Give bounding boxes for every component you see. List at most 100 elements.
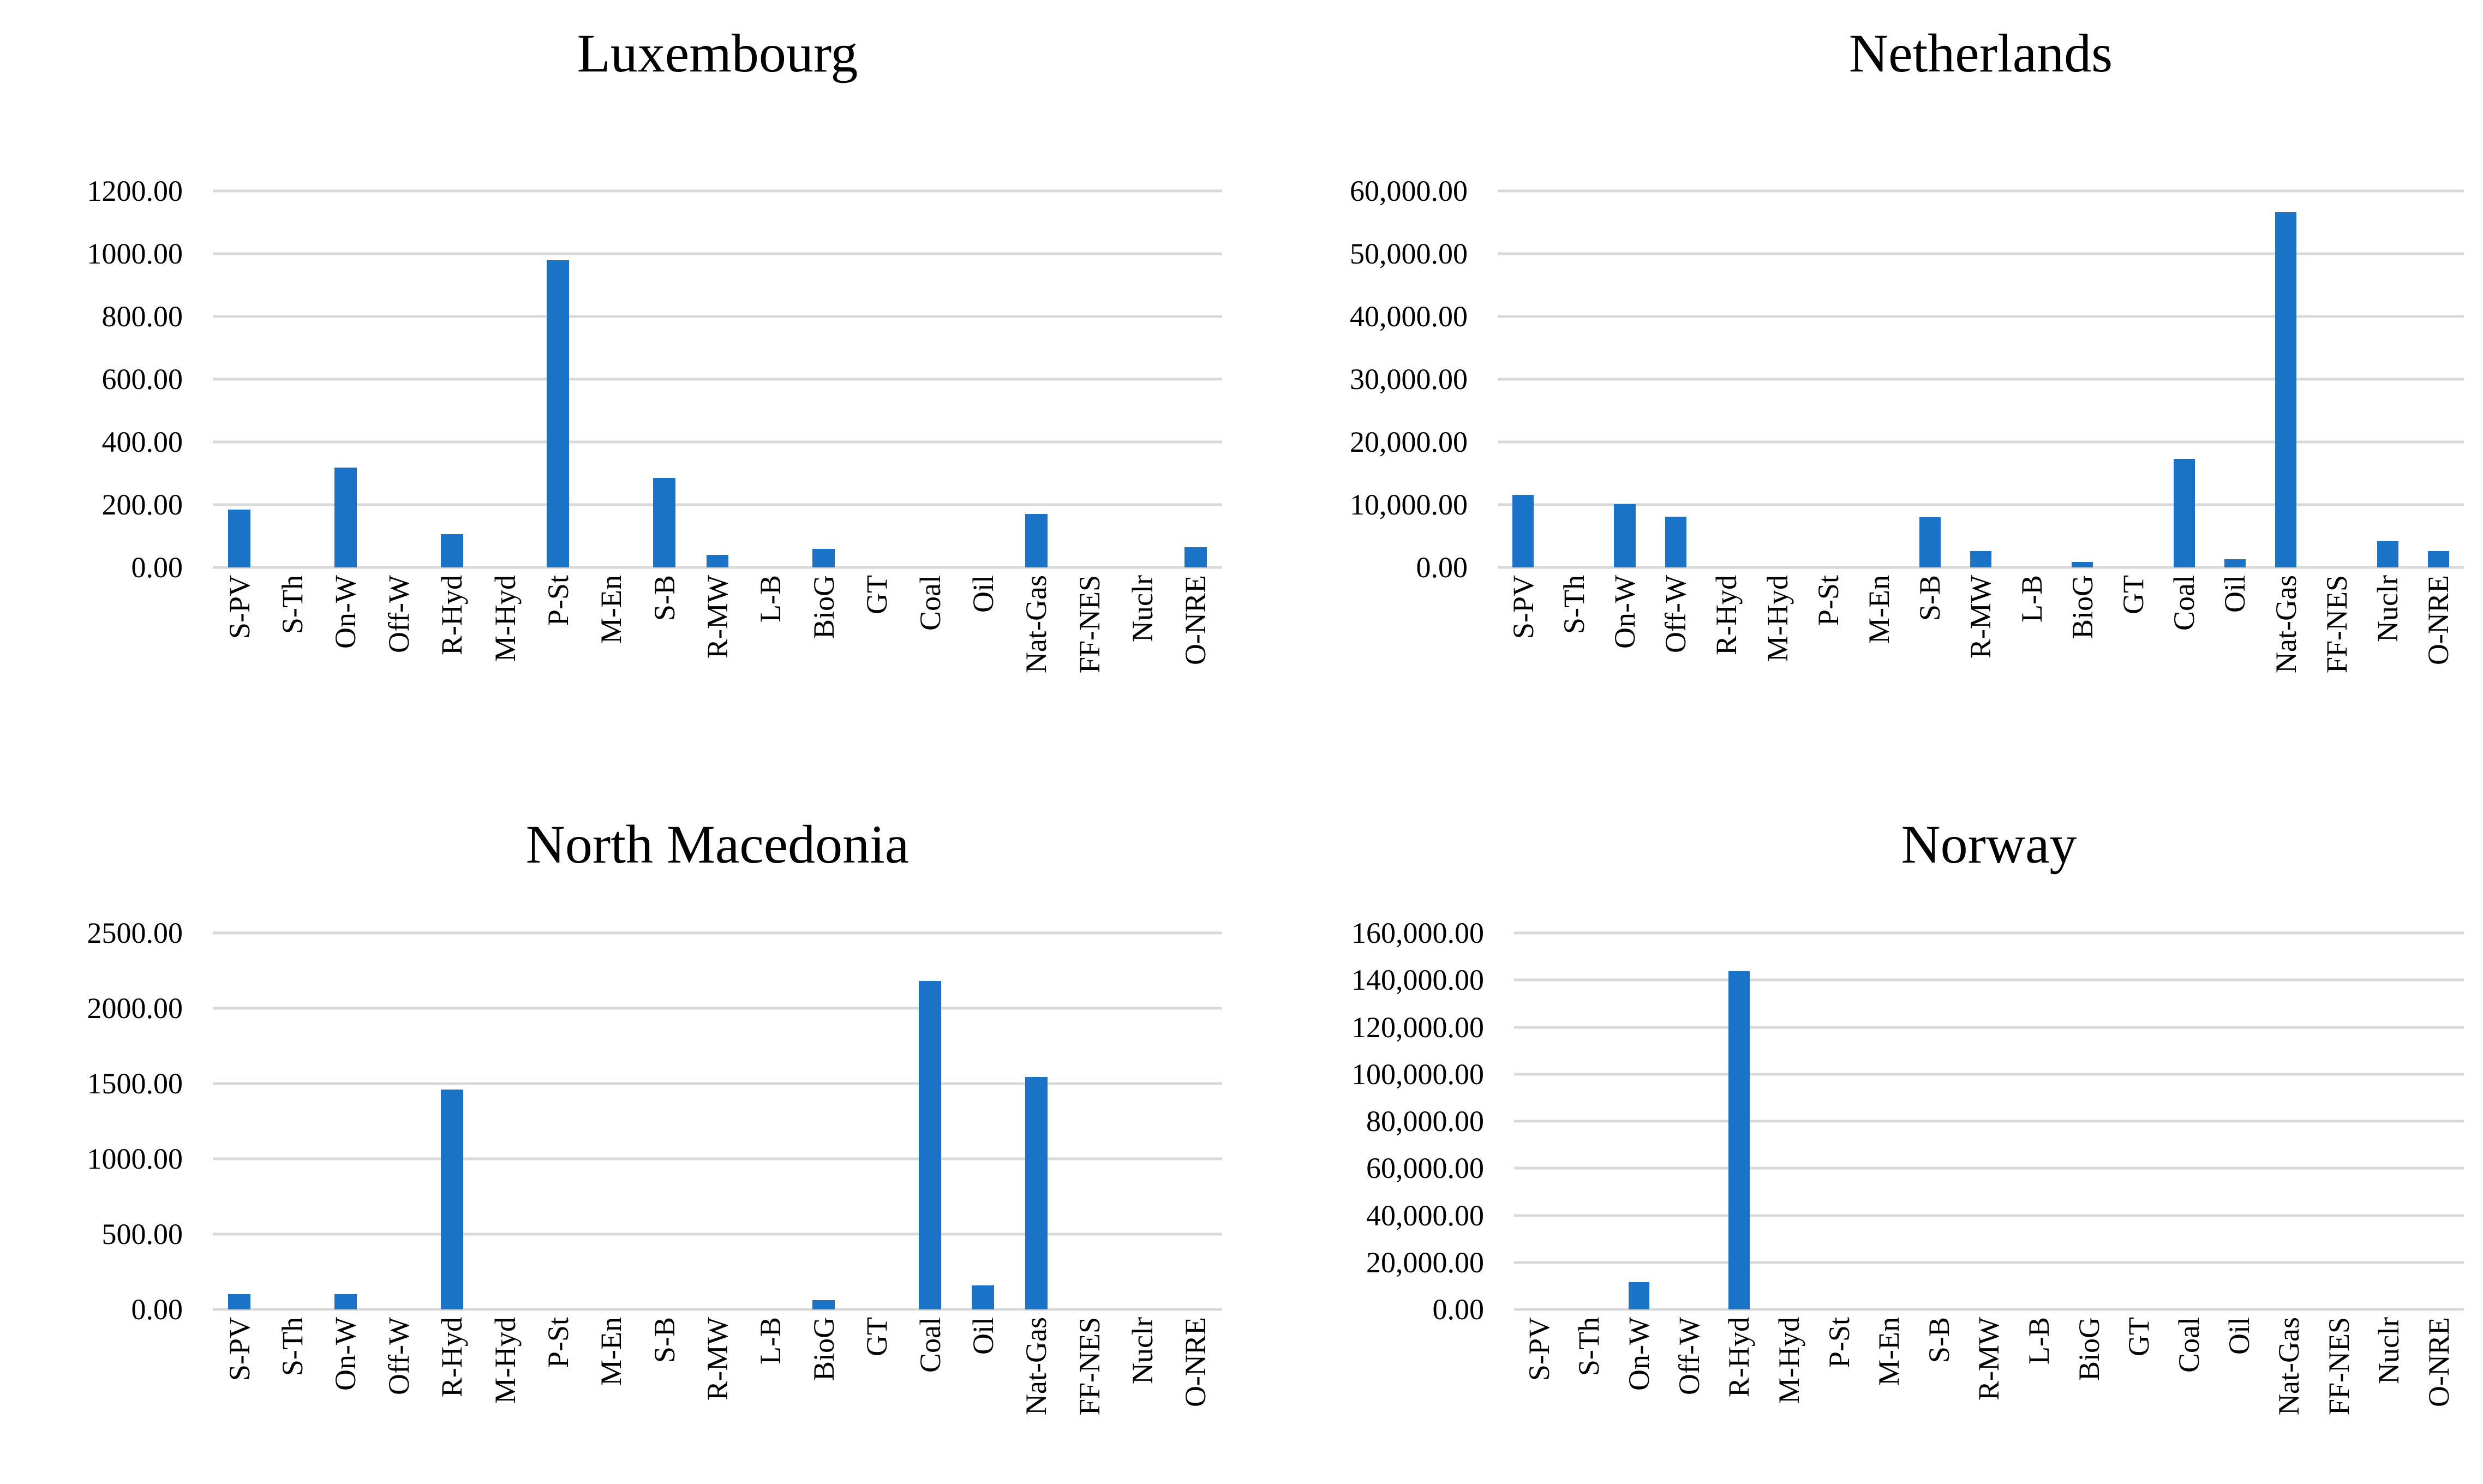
x-axis-tick-label: S-B — [648, 1317, 681, 1363]
x-axis-tick-label: Oil — [2222, 1317, 2255, 1355]
x-axis-category: Coal — [904, 1309, 956, 1484]
x-axis-category: Off-W — [372, 567, 425, 742]
x-axis-tick-label: S-PV — [1522, 1317, 1555, 1381]
gridline — [1498, 503, 2464, 506]
y-axis-tick-label: 0.00 — [131, 551, 183, 584]
y-axis-tick-label: 60,000.00 — [1350, 175, 1468, 207]
x-axis-category: FF-NES — [1063, 567, 1116, 742]
gridline — [1514, 931, 2464, 935]
bar-s-pv — [1512, 494, 1534, 567]
x-axis-category: On-W — [319, 1309, 372, 1484]
chart-norway: Norway 0.00 20,000.00 40,000.00 60,000.00 80… — [1241, 742, 2483, 1484]
x-axis-category: M-Hyd — [478, 1309, 531, 1484]
bar-biog — [812, 548, 835, 567]
x-axis-tick-label: Nat-Gas — [2269, 575, 2302, 673]
x-axis-category: S-PV — [213, 567, 266, 742]
x-axis-tick-label: Coal — [913, 575, 947, 631]
x-axis-category: S-Th — [1564, 1309, 1614, 1484]
x-axis-category: Off-W — [372, 1309, 425, 1484]
x-axis-tick-label: GT — [860, 1317, 894, 1356]
y-axis-tick-label: 40,000.00 — [1366, 1199, 1484, 1232]
x-axis-tick-label: O-NRE — [1179, 1317, 1212, 1407]
x-axis-category: L-B — [2006, 567, 2057, 742]
x-axis-luxembourg: S-PV S-Th On-W Off-W R-Hyd M-Hyd P-St M-En S-B R-… — [213, 567, 1222, 742]
y-axis-netherlands: 0.00 10,000.00 20,000.00 30,000.00 40,000.00… — [1290, 176, 1498, 582]
x-axis-tick-label: Coal — [913, 1317, 947, 1373]
bar-o-nre — [2427, 551, 2449, 567]
x-axis-category: P-St — [531, 1309, 584, 1484]
y-axis-tick-label: 1000.00 — [87, 237, 183, 270]
x-axis-tick-label: Nuclr — [2372, 1317, 2406, 1384]
x-axis-category: M-Hyd — [1752, 567, 1803, 742]
x-axis-category: M-Hyd — [1764, 1309, 1814, 1484]
x-axis-tick-label: L-B — [2023, 1317, 2056, 1365]
y-axis-norway: 0.00 20,000.00 40,000.00 60,000.00 80,000.00… — [1290, 918, 1514, 1324]
x-axis-category: GT — [851, 567, 904, 742]
x-axis-line — [1498, 566, 2464, 569]
x-axis-category: Nat-Gas — [1010, 567, 1063, 742]
plot-area-netherlands — [1498, 189, 2464, 569]
x-axis-category: Coal — [904, 567, 956, 742]
plot-area-north-macedonia — [213, 931, 1222, 1311]
gridline — [1498, 315, 2464, 318]
x-axis-category: M-En — [1853, 567, 1904, 742]
x-axis-tick-label: FF-NES — [2320, 575, 2353, 674]
gridline — [213, 315, 1222, 318]
x-axis-tick-label: S-Th — [276, 1317, 309, 1376]
x-axis-tick-label: S-PV — [223, 1317, 256, 1381]
x-axis-category: BioG — [797, 1309, 850, 1484]
gridline — [1514, 1120, 2464, 1123]
x-axis-tick-label: R-MW — [701, 1317, 734, 1401]
bar-r-hyd — [440, 1090, 463, 1309]
x-axis-tick-label: M-En — [1872, 1317, 1906, 1386]
x-axis-tick-label: Off-W — [382, 1317, 415, 1395]
x-axis-tick-label: M-En — [1863, 575, 1896, 644]
x-axis-category: Nuclr — [1116, 1309, 1169, 1484]
bar-coal — [2173, 459, 2195, 567]
x-axis-tick-label: R-MW — [701, 575, 734, 659]
chart-north-macedonia: North Macedonia 0.00 500.00 1000.00 1500.00… — [0, 742, 1241, 1484]
bar-biog — [2072, 561, 2093, 567]
x-axis-tick-label: FF-NES — [1073, 575, 1106, 674]
chart-title-norway: Norway — [1901, 814, 2077, 875]
gridline — [213, 1082, 1222, 1085]
x-axis-category: FF-NES — [2314, 1309, 2364, 1484]
x-axis-tick-label: S-Th — [1572, 1317, 1606, 1376]
gridline — [1514, 1166, 2464, 1170]
x-axis-category: S-B — [638, 1309, 691, 1484]
y-axis-tick-label: 0.00 — [1432, 1293, 1485, 1326]
x-axis-category: Nuclr — [1116, 567, 1169, 742]
x-axis-tick-label: M-Hyd — [488, 1317, 522, 1404]
x-axis-tick-label: L-B — [754, 575, 787, 623]
y-axis-tick-label: 2500.00 — [87, 917, 183, 949]
x-axis-category: P-St — [531, 567, 584, 742]
x-axis-category: Off-W — [1650, 567, 1701, 742]
bar-coal — [919, 981, 941, 1309]
bar-r-mw — [706, 555, 729, 567]
x-axis-category: S-Th — [266, 567, 319, 742]
x-axis-tick-label: Coal — [2168, 575, 2201, 631]
x-axis-category: R-Hyd — [426, 1309, 478, 1484]
x-axis-category: BioG — [2057, 567, 2108, 742]
x-axis-category: Oil — [2214, 1309, 2264, 1484]
x-axis-category: FF-NES — [1063, 1309, 1116, 1484]
bar-s-b — [653, 478, 676, 567]
x-axis-tick-label: GT — [860, 575, 894, 614]
x-axis-category: Nat-Gas — [2264, 1309, 2314, 1484]
x-axis-category: Nuclr — [2364, 1309, 2414, 1484]
y-axis-tick-label: 20,000.00 — [1350, 426, 1468, 458]
bar-r-hyd — [440, 534, 463, 567]
x-axis-category: R-Hyd — [426, 567, 478, 742]
x-axis-tick-label: O-NRE — [1179, 575, 1212, 665]
y-axis-tick-label: 10,000.00 — [1350, 488, 1468, 521]
x-axis-tick-label: P-St — [1822, 1317, 1856, 1368]
plot-area-luxembourg — [213, 189, 1222, 569]
x-axis-tick-label: M-Hyd — [1772, 1317, 1805, 1404]
y-axis-tick-label: 0.00 — [131, 1293, 183, 1326]
bar-nat-gas — [2275, 212, 2297, 567]
x-axis-category: M-En — [585, 1309, 638, 1484]
x-axis-category: L-B — [2014, 1309, 2064, 1484]
x-axis-category: O-NRE — [1169, 567, 1222, 742]
gridline — [1514, 1026, 2464, 1028]
